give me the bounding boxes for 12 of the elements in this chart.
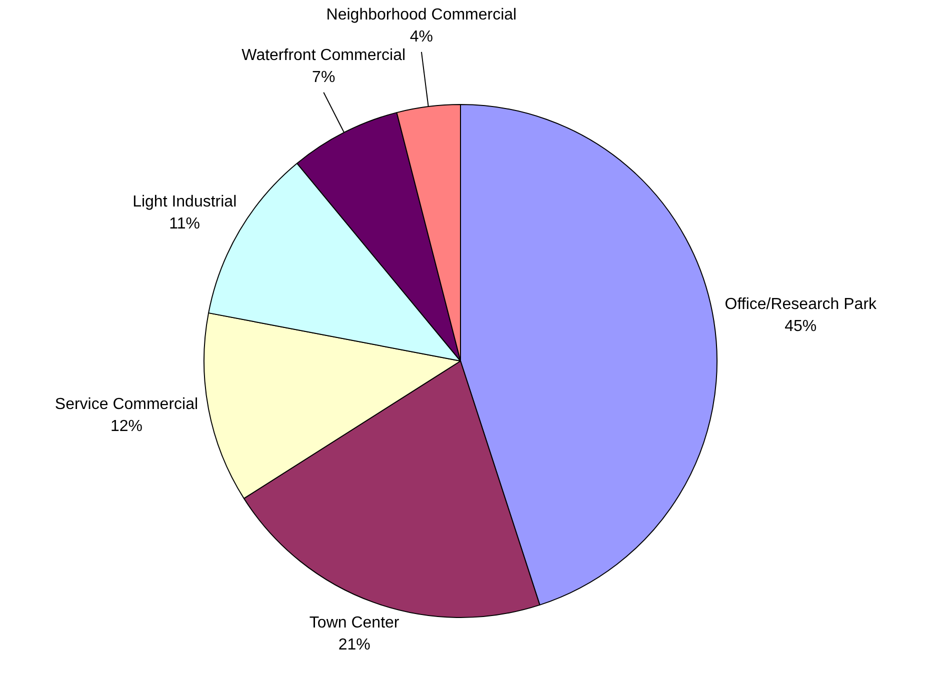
data-label: 21% xyxy=(338,636,370,654)
slice-label: Town Center xyxy=(309,614,400,632)
slice-label: Service Commercial xyxy=(54,396,198,413)
data-label: 7% xyxy=(312,68,336,86)
slice-label: Office/Research Park xyxy=(724,296,878,313)
data-label: 11% xyxy=(169,216,200,233)
slice-label: Waterfront Commercial xyxy=(242,46,406,64)
data-label: 45% xyxy=(784,318,817,335)
data-label: 4% xyxy=(410,28,434,46)
data-label: 12% xyxy=(110,418,142,435)
slice-label: Light Industrial xyxy=(132,194,237,211)
slice-label: Neighborhood Commercial xyxy=(326,6,517,24)
